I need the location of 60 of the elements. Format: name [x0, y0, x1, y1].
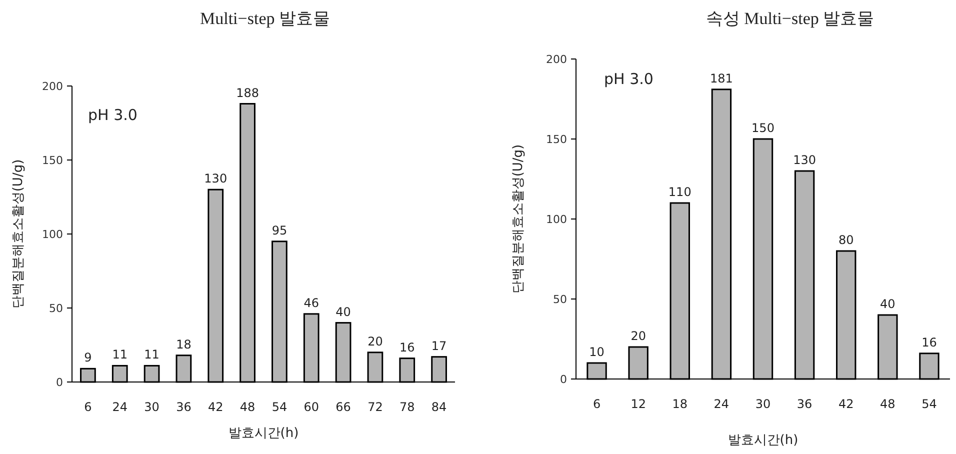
data-label: 46: [304, 296, 320, 310]
x-tick-label: 72: [368, 400, 383, 414]
y-tick-label: 0: [560, 373, 567, 386]
y-tick-label: 150: [546, 133, 567, 146]
data-label: 16: [399, 340, 415, 354]
x-tick-label: 54: [272, 400, 288, 414]
data-label: 130: [793, 153, 816, 167]
annotation: pH 3.0: [88, 106, 138, 124]
y-tick-label: 100: [546, 213, 567, 226]
data-label: 18: [176, 337, 192, 352]
x-tick-label: 6: [592, 397, 601, 411]
y-tick-label: 0: [56, 376, 63, 389]
x-tick-label: 48: [880, 397, 896, 411]
y-tick-label: 50: [553, 293, 567, 306]
data-label: 130: [204, 172, 228, 186]
x-tick-label: 18: [672, 397, 688, 411]
x-tick-label: 30: [144, 400, 160, 414]
data-label: 110: [668, 185, 692, 199]
y-axis-title: 단백질분해효소활성(U/g): [511, 144, 526, 294]
data-label: 10: [589, 345, 604, 359]
x-tick-label: 12: [630, 397, 646, 411]
y-tick-label: 100: [42, 228, 63, 241]
y-axis-title: 단백질분해효소활성(U/g): [11, 159, 26, 309]
chart-title: Multi−step 발효물: [200, 9, 330, 28]
x-tick-label: 36: [176, 400, 192, 414]
x-tick-label: 30: [755, 397, 771, 411]
x-axis-title: 발효시간(h): [228, 426, 299, 441]
x-tick-label: 60: [304, 400, 320, 414]
x-tick-label: 66: [336, 400, 351, 414]
x-tick-label: 84: [431, 400, 447, 414]
x-tick-label: 78: [399, 400, 415, 414]
x-tick-label: 6: [84, 400, 92, 414]
x-tick-label: 54: [922, 397, 937, 411]
data-label: 11: [112, 348, 128, 362]
annotation: pH 3.0: [604, 70, 654, 88]
data-label: 40: [880, 297, 896, 311]
y-tick-label: 150: [42, 154, 63, 167]
data-label: 20: [368, 334, 383, 348]
data-label: 80: [838, 233, 854, 247]
y-tick-label: 200: [42, 80, 63, 93]
x-tick-label: 42: [208, 400, 224, 414]
chart-title: 속성 Multi−step 발효물: [706, 9, 874, 28]
data-label: 95: [272, 223, 288, 238]
data-label: 40: [336, 304, 351, 319]
x-tick-label: 42: [838, 397, 854, 411]
data-label: 181: [710, 71, 733, 86]
data-label: 188: [236, 86, 259, 100]
data-label: 16: [922, 335, 937, 350]
x-tick-label: 36: [796, 397, 812, 411]
x-tick-label: 24: [112, 400, 128, 414]
data-label: 11: [144, 348, 160, 362]
data-label: 9: [84, 350, 92, 365]
y-tick-label: 50: [49, 302, 63, 315]
x-tick-label: 24: [714, 397, 730, 411]
y-tick-label: 200: [546, 53, 567, 66]
data-label: 150: [752, 121, 774, 135]
data-label: 17: [431, 338, 447, 353]
x-tick-label: 48: [240, 400, 256, 414]
data-label: 20: [630, 329, 646, 343]
x-axis-title: 발효시간(h): [728, 433, 798, 448]
